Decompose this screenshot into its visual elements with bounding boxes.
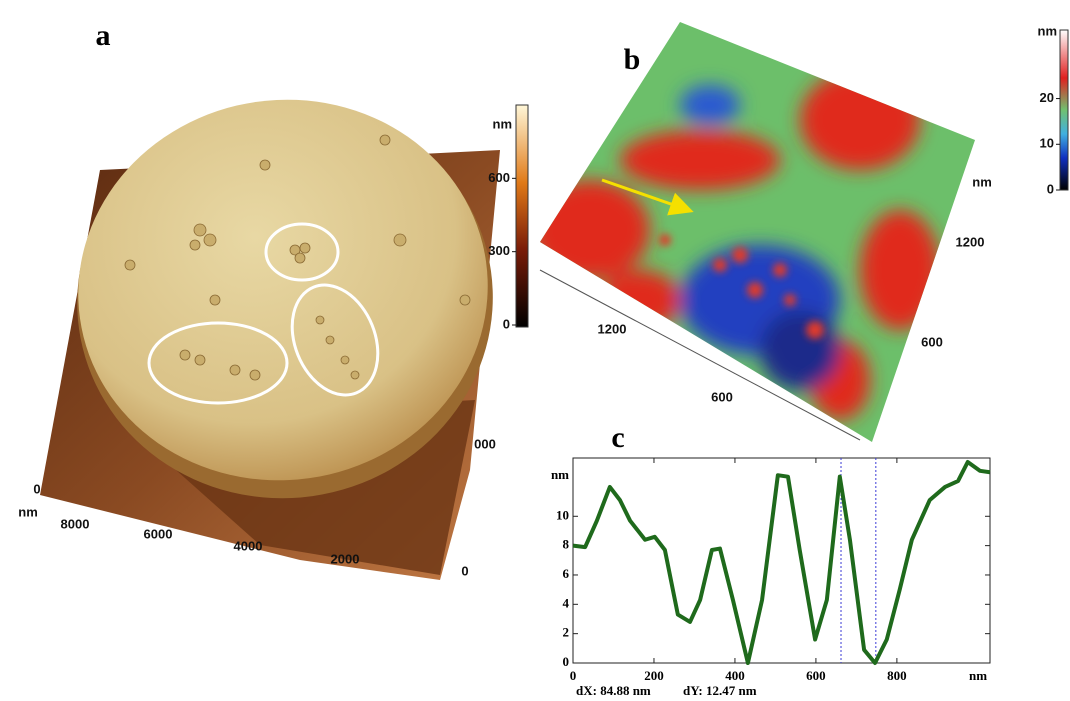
readout: dX: 84.88 nm bbox=[576, 683, 651, 698]
y-tick-label: 10 bbox=[556, 507, 569, 522]
colorbar-tick-label: 300 bbox=[488, 243, 510, 258]
y-tick-label: 8 bbox=[563, 537, 570, 552]
figure: 02468100200400600800nmnmdX: 84.88 nmdY: … bbox=[0, 0, 1070, 701]
colorbar-tick-label: 0 bbox=[1047, 181, 1054, 196]
profile-line bbox=[573, 462, 990, 663]
y-tick-label: 2 bbox=[563, 625, 570, 640]
profile-chart: 0 2 4 6 8 10 0 200 400 600 800 nm nm dX: 84.88 nm dY: … bbox=[551, 458, 990, 698]
colorbar-tick-label: 20 bbox=[1040, 90, 1054, 105]
axis-label: nm bbox=[972, 174, 992, 189]
panel-label: c bbox=[611, 421, 624, 454]
afm-image-b bbox=[530, 22, 1068, 442]
colorbar-unit: nm bbox=[493, 116, 513, 131]
y-tick-label: 0 bbox=[563, 654, 570, 669]
colorbar-tick-label: 0 bbox=[503, 316, 510, 331]
colorbar-tick-label: 600 bbox=[488, 170, 510, 185]
colorbar-tick-label: 10 bbox=[1040, 136, 1054, 151]
plot-frame bbox=[573, 458, 990, 663]
axis-label: 600 bbox=[921, 334, 943, 349]
axis-label: 4000 bbox=[234, 538, 263, 553]
axis-label: 8000 bbox=[61, 516, 90, 531]
x-tick-label: 800 bbox=[887, 668, 907, 683]
axis-label: 000 bbox=[474, 436, 496, 451]
x-tick-label: 200 bbox=[644, 668, 664, 683]
panel-label: b bbox=[624, 43, 641, 76]
axis-label: 1200 bbox=[598, 321, 627, 336]
axis-label: 0 bbox=[461, 563, 468, 578]
colorbar-unit: nm bbox=[1038, 23, 1058, 38]
panel-label: a bbox=[96, 19, 111, 52]
axis-label: 0 bbox=[33, 481, 40, 496]
x-axis-label: nm bbox=[969, 668, 987, 683]
y-axis-label: nm bbox=[551, 467, 569, 482]
afm-image-a bbox=[40, 73, 528, 580]
readout: dY: 12.47 nm bbox=[683, 683, 757, 698]
y-tick-label: 6 bbox=[563, 566, 570, 581]
axis-label: 6000 bbox=[144, 526, 173, 541]
axis-label: 2000 bbox=[331, 551, 360, 566]
axis-label: 1200 bbox=[956, 234, 985, 249]
axis-label: 600 bbox=[711, 389, 733, 404]
x-tick-label: 400 bbox=[725, 668, 745, 683]
y-tick-label: 4 bbox=[563, 595, 570, 610]
axis-label: nm bbox=[18, 504, 38, 519]
x-tick-label: 600 bbox=[806, 668, 826, 683]
x-tick-label: 0 bbox=[570, 668, 577, 683]
